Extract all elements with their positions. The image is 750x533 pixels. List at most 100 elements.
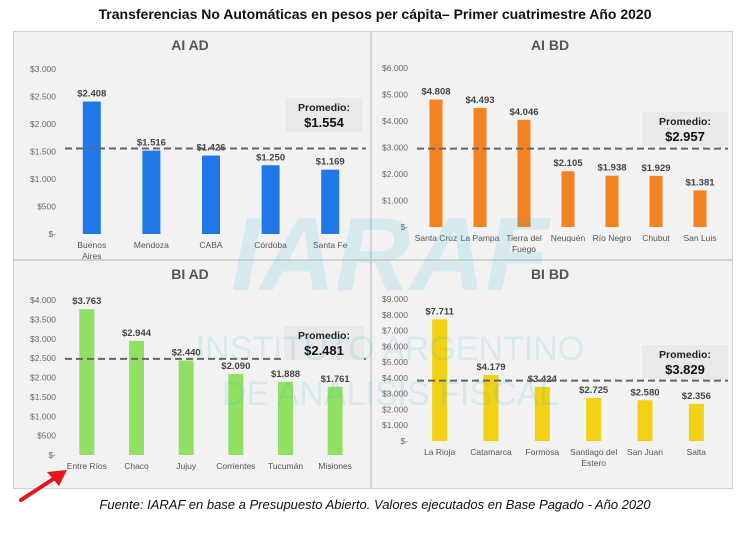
data-label: $1.938 (597, 163, 626, 174)
chart-panel-bi-bd: BI BD $- $1.000 $2.000 $3.000 $4.000 $5.000 $6.… (371, 260, 733, 489)
y-tick-label: $1.500 (30, 147, 56, 157)
category-label: Tucumán (268, 461, 303, 471)
data-label: $7.711 (425, 306, 454, 317)
bar-santa-cruz (429, 99, 443, 227)
data-label: $1.169 (316, 157, 345, 168)
y-tick-label: $4.000 (382, 373, 408, 383)
y-tick-label: $4.000 (382, 116, 408, 126)
average-box: Promedio:$3.829 (642, 345, 728, 379)
data-label: $4.046 (509, 107, 538, 118)
y-tick-label: $2.000 (382, 404, 408, 414)
y-tick-label: $2.000 (30, 119, 56, 129)
y-tick-label: $- (48, 229, 56, 239)
category-label: Santa Fe (313, 240, 348, 250)
bar-neuquen (561, 171, 575, 227)
category-label: La Rioja (424, 447, 455, 457)
average-box: Promedio:$2.481 (284, 326, 364, 360)
y-tick-label: $- (400, 436, 408, 446)
data-label: $2.725 (579, 385, 609, 396)
bar-la-pampa (473, 107, 487, 227)
data-label: $2.105 (553, 158, 583, 169)
chart-svg: BI AD $- $500 $1.000 $1.500 $2.000 $2.500 $3.00… (30, 266, 366, 471)
bar-jujuy (178, 360, 194, 455)
y-tick-label: $1.000 (30, 174, 56, 184)
average-box: Promedio:$2.957 (642, 112, 728, 146)
category-label: Río Negro (593, 233, 632, 243)
y-tick-label: $1.000 (382, 420, 408, 430)
main-title: Transferencias No Automáticas en pesos p… (98, 6, 652, 22)
y-tick-label: $3.000 (30, 64, 56, 74)
y-tick-label: $1.500 (30, 392, 56, 402)
data-label: $4.493 (465, 95, 494, 106)
y-tick-label: $4.000 (30, 295, 56, 305)
category-label: Córdoba (254, 240, 287, 250)
y-tick-label: $6.000 (382, 341, 408, 351)
chart-panel-ai-bd: AI BD $- $1.000 $2.000 $3.000 $4.000 $5.000 $6.… (371, 31, 733, 260)
chart-title: BI AD (171, 266, 209, 282)
chart-title: AI BD (531, 37, 569, 53)
category-label: Santa Cruz (415, 233, 458, 243)
data-label: $1.250 (256, 152, 285, 163)
bar-caba (202, 155, 220, 234)
bar-san-luis (693, 190, 707, 227)
data-label: $1.929 (641, 163, 670, 174)
y-tick-label: $5.000 (382, 357, 408, 367)
data-label: $2.440 (172, 347, 201, 358)
bar-san-juan (637, 400, 653, 441)
category-label: Catamarca (470, 447, 512, 457)
y-tick-label: $3.000 (30, 334, 56, 344)
category-label: Tierra del Fuego (506, 233, 542, 254)
average-box: Promedio:$1.554 (286, 98, 362, 132)
chart-title: BI BD (531, 266, 569, 282)
chart-panel-ai-ad: AI AD $- $500 $1.000 $1.500 $2.000 $2.500 $3.00… (13, 31, 371, 260)
category-label: Salta (687, 447, 707, 457)
category-label: Buenos Aires (77, 240, 106, 260)
chart-svg: AI AD $- $500 $1.000 $1.500 $2.000 $2.500 $3.00… (30, 37, 366, 260)
y-tick-label: $3.500 (30, 314, 56, 324)
y-tick-label: $6.000 (382, 63, 408, 73)
average-label: Promedio: (659, 349, 711, 361)
y-tick-label: $3.000 (382, 389, 408, 399)
bar-chubut (649, 175, 663, 227)
y-tick-label: $3.000 (382, 143, 408, 153)
average-label: Promedio: (659, 116, 711, 128)
y-tick-label: $5.000 (382, 90, 408, 100)
data-label: $2.580 (630, 387, 659, 398)
bar-tierra-del-fuego (517, 119, 531, 227)
data-label: $2.356 (682, 391, 711, 402)
bar-misiones (327, 386, 343, 455)
average-box-bg (642, 345, 728, 379)
chart-svg: AI BD $- $1.000 $2.000 $3.000 $4.000 $5.000 $6.… (382, 37, 728, 254)
bar-salta (688, 403, 704, 441)
category-label: CABA (199, 240, 222, 250)
category-label: Neuquén (551, 233, 586, 243)
data-label: $1.516 (137, 138, 166, 149)
average-value: $2.957 (665, 129, 705, 144)
y-tick-label: $9.000 (382, 294, 408, 304)
average-value: $1.554 (304, 115, 345, 130)
chart-svg: BI BD $- $1.000 $2.000 $3.000 $4.000 $5.000 $6.… (382, 266, 728, 468)
y-tick-label: $500 (37, 431, 56, 441)
category-label: Misiones (318, 461, 352, 471)
bar-formosa (534, 386, 550, 441)
category-label: Santiago del Estero (570, 447, 617, 468)
y-tick-label: $2.000 (382, 169, 408, 179)
bar-catamarca (483, 375, 499, 441)
data-label: $1.888 (271, 369, 300, 380)
chart-panel-bi-ad: BI AD $- $500 $1.000 $1.500 $2.000 $2.500 $3.00… (13, 260, 371, 489)
bar-rio-negro (605, 175, 619, 227)
bar-cordoba (261, 165, 280, 234)
bar-santa-fe (321, 169, 340, 234)
bar-corrientes (228, 374, 244, 455)
source-note: Fuente: IARAF en base a Presupuesto Abie… (99, 497, 651, 512)
category-label: Formosa (526, 447, 560, 457)
data-label: $2.408 (77, 89, 106, 100)
average-box-bg (642, 112, 728, 146)
y-tick-label: $- (400, 222, 408, 232)
y-tick-label: $500 (37, 202, 56, 212)
average-label: Promedio: (298, 102, 350, 114)
bar-mendoza (142, 150, 161, 234)
bar-buenos-aires (82, 101, 101, 234)
category-label: Jujuy (176, 461, 197, 471)
category-label: San Juan (627, 447, 663, 457)
